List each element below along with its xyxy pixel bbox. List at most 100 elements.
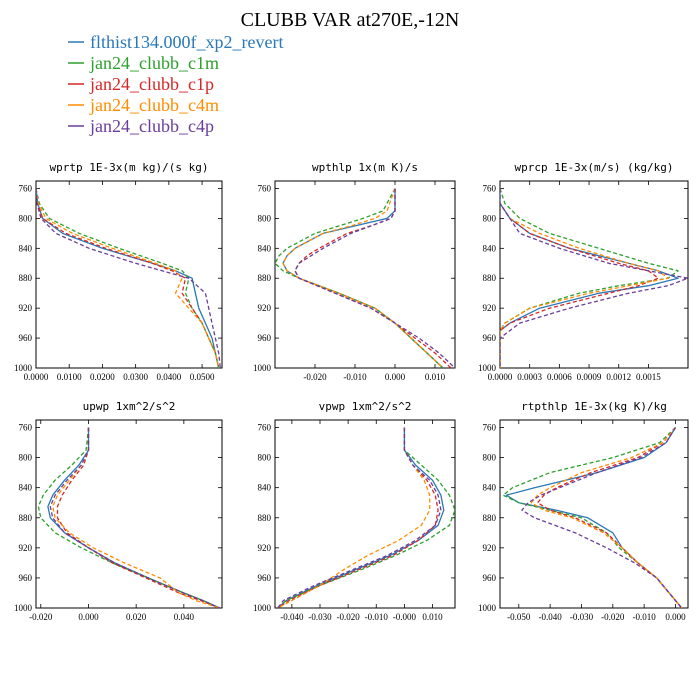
y-tick-label: 840 [19, 243, 33, 253]
x-tick-label: 0.010 [422, 612, 443, 622]
panel-frame [499, 419, 689, 609]
y-tick-label: 840 [483, 483, 497, 493]
series-line [521, 427, 683, 608]
x-tick-label: 0.040 [174, 612, 195, 622]
x-tick-label: 0.020 [126, 612, 147, 622]
y-tick-label: 880 [483, 273, 497, 283]
y-tick-label: 760 [483, 423, 497, 433]
y-tick-label: 1000 [253, 363, 272, 373]
legend-item: flthist134.000f_xp2_revert [68, 32, 283, 52]
y-tick-label: 1000 [14, 603, 33, 613]
legend: flthist134.000f_xp2_revertjan24_clubb_c1… [68, 32, 283, 136]
y-tick-label: 840 [258, 243, 272, 253]
series-line [500, 188, 688, 368]
series-line [277, 427, 442, 608]
x-tick-label: 0.0500 [190, 372, 215, 382]
panel-title: rtpthlp 1E-3x(kg K)/kg [521, 400, 667, 413]
series-line [500, 188, 659, 368]
x-tick-label: 0.0000 [488, 372, 513, 382]
y-tick-label: 840 [258, 483, 272, 493]
x-tick-label: -0.020 [601, 612, 625, 622]
series-group [36, 188, 221, 368]
panel-frame [274, 180, 456, 369]
x-tick-label: -0.040 [280, 612, 304, 622]
x-tick-label: -0.020 [337, 612, 361, 622]
panels: wprtp 1E-3x(m kg)/(s kg) 760 800 840 880 920 9… [14, 161, 689, 622]
series-line [36, 188, 221, 368]
series-line [282, 188, 444, 368]
series-line [505, 427, 683, 608]
panel: vpwp 1xm^2/s^2 760 800 840 880 920 960 1000 -0.0… [253, 400, 456, 622]
panel-title: wprtp 1E-3x(m kg)/(s kg) [50, 161, 209, 174]
x-tick-label: -0.010 [343, 372, 367, 382]
series-line [36, 188, 220, 368]
panel-title: wprcp 1E-3x(m/s) (kg/kg) [515, 161, 674, 174]
series-group [37, 427, 220, 608]
panel-title: vpwp 1xm^2/s^2 [319, 400, 412, 413]
series-line [536, 427, 683, 608]
y-tick-label: 880 [19, 273, 33, 283]
x-tick-label: 0.0009 [577, 372, 602, 382]
x-tick-label: 0.0015 [636, 372, 661, 382]
x-tick-label: -0.040 [539, 612, 563, 622]
panel-frame [35, 419, 223, 609]
legend-label: jan24_clubb_c1p [89, 74, 214, 94]
y-tick-label: 760 [258, 183, 272, 193]
x-tick-label: 0.0012 [606, 372, 631, 382]
y-tick-label: 1000 [14, 363, 33, 373]
panel-frame [35, 180, 223, 369]
series-line [294, 188, 455, 368]
series-line [36, 188, 220, 368]
series-line [294, 188, 452, 368]
y-tick-label: 1000 [478, 363, 497, 373]
series-line [277, 427, 439, 608]
x-tick-label: 0.000 [78, 612, 99, 622]
series-line [47, 427, 220, 608]
y-tick-label: 800 [258, 453, 272, 463]
legend-item: jan24_clubb_c4m [68, 95, 219, 115]
panel: rtpthlp 1E-3x(kg K)/kg 760 800 840 880 920 960… [478, 400, 689, 622]
y-tick-label: 880 [19, 513, 33, 523]
y-tick-label: 920 [483, 303, 497, 313]
y-tick-label: 800 [19, 213, 33, 223]
y-tick-label: 800 [483, 453, 497, 463]
x-tick-label: 0.0100 [57, 372, 82, 382]
y-tick-label: 880 [258, 513, 272, 523]
series-line [500, 188, 679, 368]
series-line [500, 188, 679, 368]
x-tick-label: 0.000 [385, 372, 406, 382]
y-tick-label: 800 [483, 213, 497, 223]
y-tick-label: 960 [483, 573, 497, 583]
y-tick-label: 920 [483, 543, 497, 553]
y-tick-label: 800 [258, 213, 272, 223]
legend-item: jan24_clubb_c4p [68, 116, 214, 136]
legend-item: jan24_clubb_c1p [68, 74, 214, 94]
panel-frame [499, 180, 689, 369]
x-tick-label: 0.0300 [123, 372, 148, 382]
panel: wprtp 1E-3x(m kg)/(s kg) 760 800 840 880 920 9… [14, 161, 223, 382]
series-group [500, 188, 688, 368]
panel: wprcp 1E-3x(m/s) (kg/kg) 760 800 840 880 920 9… [478, 161, 689, 382]
series-line [52, 427, 220, 608]
panel: wpthlp 1x(m K)/s 760 800 840 880 920 960 1000 -0… [253, 161, 456, 382]
x-tick-label: 0.0200 [90, 372, 115, 382]
series-line [500, 188, 669, 368]
y-tick-label: 1000 [253, 603, 272, 613]
x-tick-label: 0.010 [425, 372, 446, 382]
series-line [49, 427, 220, 608]
y-tick-label: 1000 [478, 603, 497, 613]
y-tick-label: 960 [19, 573, 33, 583]
y-tick-label: 760 [483, 183, 497, 193]
x-tick-label: -0.020 [29, 612, 53, 622]
y-tick-label: 960 [19, 333, 33, 343]
y-tick-label: 960 [258, 573, 272, 583]
y-tick-label: 920 [258, 303, 272, 313]
x-tick-label: -0.010 [633, 612, 657, 622]
y-tick-label: 840 [483, 243, 497, 253]
series-line [36, 188, 220, 368]
x-tick-label: 0.0400 [156, 372, 181, 382]
legend-item: jan24_clubb_c1m [68, 53, 219, 73]
series-line [277, 427, 455, 608]
y-tick-label: 880 [258, 273, 272, 283]
